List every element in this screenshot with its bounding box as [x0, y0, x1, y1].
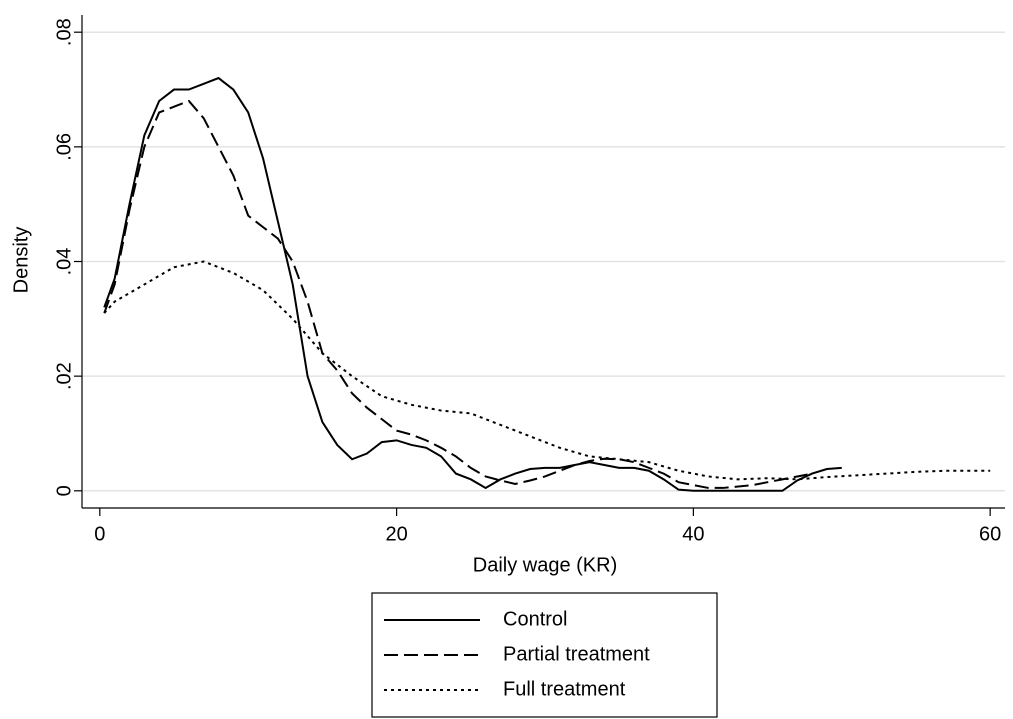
density-line	[103, 76, 842, 492]
y-axis-label: Density	[10, 227, 32, 294]
x-tick-label: 0	[94, 523, 105, 545]
y-tick-label: .08	[53, 18, 75, 46]
legend-label: Control	[503, 608, 567, 630]
x-tick-label: 60	[979, 523, 1001, 545]
x-tick-label: 40	[682, 523, 704, 545]
density-line	[103, 99, 813, 489]
x-tick-label: 20	[385, 523, 407, 545]
y-tick-label: 0	[53, 485, 75, 496]
y-tick-label: .02	[53, 362, 75, 390]
legend-label: Full treatment	[503, 678, 626, 700]
x-axis-label: Daily wage (KR)	[473, 554, 617, 576]
density-line	[103, 260, 991, 481]
y-tick-label: .06	[53, 133, 75, 161]
legend-label: Partial treatment	[503, 643, 650, 665]
y-tick-label: .04	[53, 248, 75, 276]
legend-box	[371, 592, 718, 718]
